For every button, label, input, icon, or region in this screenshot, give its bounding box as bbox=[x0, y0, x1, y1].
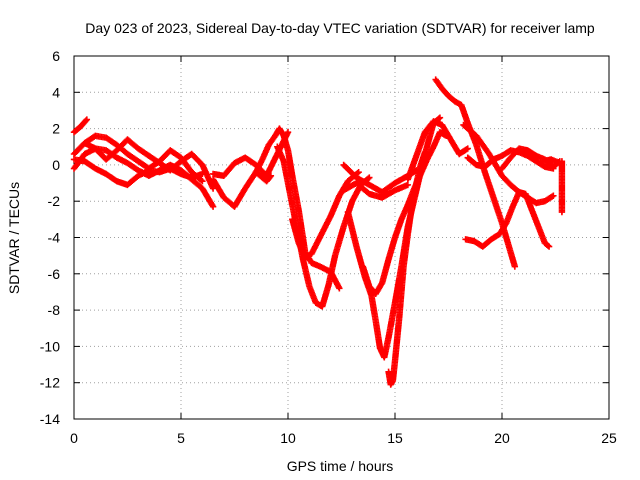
x-tick-label: 15 bbox=[387, 430, 403, 446]
chart-title: Day 023 of 2023, Sidereal Day-to-day VTE… bbox=[85, 20, 595, 36]
series-track-06 bbox=[209, 168, 275, 210]
series-track-14 bbox=[385, 148, 429, 388]
data-point bbox=[404, 181, 412, 189]
series-track-10 bbox=[289, 168, 362, 261]
y-tick-label: 4 bbox=[52, 84, 60, 100]
x-axis-label: GPS time / hours bbox=[287, 458, 394, 474]
y-tick-label: -14 bbox=[40, 411, 60, 427]
series-track-20 bbox=[462, 188, 553, 250]
series-track-23 bbox=[558, 158, 566, 216]
y-tick-label: -10 bbox=[40, 338, 60, 354]
data-point bbox=[83, 116, 91, 123]
series-track-16 bbox=[404, 118, 471, 183]
data-point bbox=[366, 174, 373, 181]
data-point bbox=[421, 148, 429, 156]
y-tick-label: 2 bbox=[52, 121, 60, 137]
data-marks bbox=[70, 76, 566, 388]
y-tick-label: 0 bbox=[52, 157, 60, 173]
data-point bbox=[436, 114, 444, 121]
data-point bbox=[511, 263, 519, 270]
y-tick-label: -2 bbox=[48, 193, 61, 209]
x-tick-label: 20 bbox=[494, 430, 510, 446]
data-point bbox=[209, 185, 217, 192]
y-tick-label: 6 bbox=[52, 48, 60, 64]
data-point bbox=[199, 178, 206, 185]
x-tick-label: 5 bbox=[177, 430, 185, 446]
data-point bbox=[336, 285, 343, 292]
series-track-15 bbox=[359, 129, 450, 297]
data-point bbox=[82, 117, 90, 124]
data-point bbox=[209, 203, 217, 210]
data-point bbox=[198, 177, 205, 184]
series-track-18 bbox=[460, 121, 557, 207]
data-point bbox=[544, 242, 552, 249]
series-track-05 bbox=[81, 136, 217, 192]
y-axis-label: SDTVAR / TECUs bbox=[6, 182, 22, 294]
plot-frame bbox=[73, 55, 610, 420]
series-track-12 bbox=[340, 179, 412, 201]
data-point bbox=[550, 192, 557, 199]
series-track-04 bbox=[70, 156, 206, 189]
data-point bbox=[464, 145, 471, 152]
data-point bbox=[355, 168, 362, 176]
series-track-08 bbox=[252, 125, 343, 292]
series-track-01 bbox=[70, 116, 91, 136]
y-tick-label: -8 bbox=[48, 302, 61, 318]
data-point bbox=[558, 208, 566, 216]
data-point bbox=[365, 175, 372, 182]
y-tick-label: -6 bbox=[48, 266, 61, 282]
x-tick-label: 10 bbox=[280, 430, 296, 446]
grid bbox=[74, 56, 609, 419]
data-point bbox=[545, 243, 553, 250]
data-point bbox=[284, 129, 292, 136]
x-tick-label: 25 bbox=[601, 430, 617, 446]
y-tick-label: -12 bbox=[40, 375, 60, 391]
x-tick-label: 0 bbox=[70, 430, 78, 446]
y-tick-label: -4 bbox=[48, 230, 61, 246]
